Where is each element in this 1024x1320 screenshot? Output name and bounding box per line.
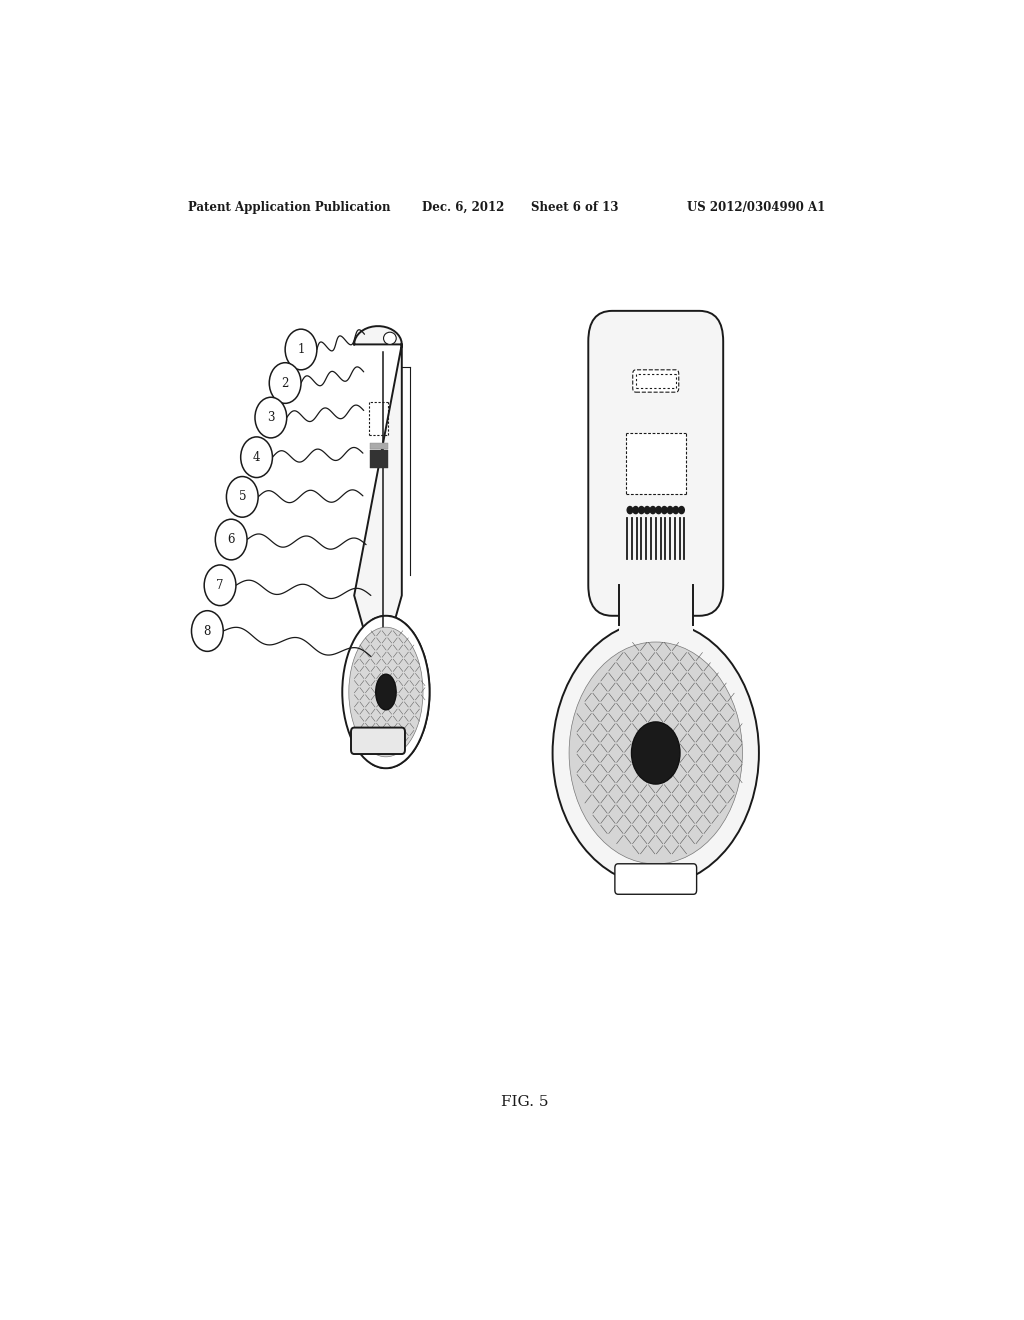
Bar	[370, 444, 388, 449]
Circle shape	[673, 507, 679, 513]
Bar	[618, 576, 693, 752]
Circle shape	[553, 620, 759, 886]
Text: Patent Application Publication: Patent Application Publication	[187, 201, 390, 214]
Text: Dec. 6, 2012: Dec. 6, 2012	[422, 201, 504, 214]
Circle shape	[650, 507, 655, 513]
Circle shape	[204, 565, 236, 606]
Polygon shape	[354, 326, 429, 768]
Ellipse shape	[376, 675, 396, 710]
Circle shape	[285, 329, 316, 370]
Circle shape	[191, 611, 223, 651]
Text: 1: 1	[297, 343, 305, 356]
Text: 4: 4	[253, 450, 260, 463]
Bar	[626, 433, 685, 494]
Circle shape	[639, 507, 644, 513]
Circle shape	[255, 397, 287, 438]
Ellipse shape	[342, 615, 430, 768]
Text: 8: 8	[204, 624, 211, 638]
Circle shape	[627, 507, 633, 513]
Text: 7: 7	[216, 578, 224, 591]
Text: US 2012/0304990 A1: US 2012/0304990 A1	[687, 201, 825, 214]
FancyBboxPatch shape	[614, 863, 696, 894]
Circle shape	[241, 437, 272, 478]
Circle shape	[668, 507, 673, 513]
FancyBboxPatch shape	[588, 312, 723, 616]
Circle shape	[644, 507, 650, 513]
Text: 5: 5	[239, 490, 246, 503]
Bar	[370, 450, 388, 469]
Circle shape	[226, 477, 258, 517]
Circle shape	[269, 363, 301, 404]
Text: 3: 3	[267, 411, 274, 424]
Circle shape	[569, 642, 742, 865]
Text: Sheet 6 of 13: Sheet 6 of 13	[531, 201, 618, 214]
Ellipse shape	[384, 333, 396, 345]
Text: 2: 2	[282, 376, 289, 389]
Text: FIG. 5: FIG. 5	[501, 1094, 549, 1109]
Ellipse shape	[349, 627, 423, 756]
FancyBboxPatch shape	[351, 727, 404, 754]
Circle shape	[633, 507, 638, 513]
Circle shape	[679, 507, 684, 513]
Circle shape	[215, 519, 247, 560]
Circle shape	[662, 507, 667, 513]
FancyBboxPatch shape	[633, 370, 679, 392]
Circle shape	[655, 507, 662, 513]
Text: 6: 6	[227, 533, 234, 546]
Circle shape	[632, 722, 680, 784]
